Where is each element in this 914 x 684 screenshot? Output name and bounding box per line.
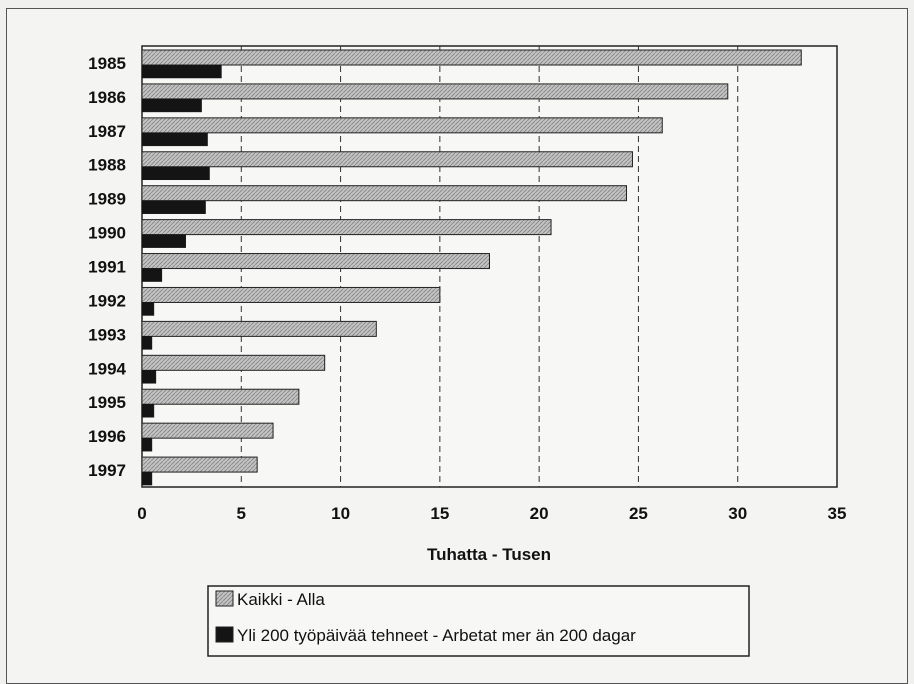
y-tick-1989: 1989	[88, 190, 126, 209]
x-tick-5: 5	[237, 504, 246, 523]
bar-kaikki-1994	[141, 354, 326, 371]
bar-yli-200-1997	[141, 471, 153, 486]
y-tick-1996: 1996	[88, 427, 126, 446]
y-tick-1985: 1985	[88, 54, 126, 73]
bar-yli-200-1993	[141, 336, 153, 350]
bars	[141, 49, 802, 486]
chart-figure: 1985 1986 1987 1988 1989 1990 1991 1992 1993 1994…	[6, 8, 908, 684]
y-tick-1992: 1992	[88, 291, 126, 310]
x-tick-20: 20	[530, 504, 549, 523]
bar-yli-200-1986	[141, 98, 202, 113]
x-tick-0: 0	[137, 504, 146, 523]
x-tick-35: 35	[828, 504, 847, 523]
legend-label-yli-200: Yli 200 työpäivää tehneet - Arbetat mer …	[237, 626, 636, 645]
bar-kaikki-1993	[141, 320, 377, 337]
legend-swatch-yli-200	[215, 626, 234, 643]
bar-kaikki-1987	[141, 117, 663, 134]
bar-kaikki-1996	[141, 422, 274, 439]
bar-chart: 1985 1986 1987 1988 1989 1990 1991 1992 1993 1994…	[88, 45, 846, 657]
bar-kaikki-1985	[141, 49, 802, 66]
x-tick-15: 15	[430, 504, 449, 523]
x-tick-30: 30	[728, 504, 747, 523]
bar-yli-200-1996	[141, 437, 153, 452]
y-tick-labels: 1985 1986 1987 1988 1989 1990 1991 1992 1993 1994…	[88, 54, 126, 480]
bar-kaikki-1988	[141, 151, 633, 168]
bar-kaikki-1995	[141, 388, 300, 405]
y-tick-1986: 1986	[88, 88, 126, 107]
bar-yli-200-1990	[141, 234, 186, 248]
x-tick-10: 10	[331, 504, 350, 523]
legend-label-kaikki: Kaikki - Alla	[237, 590, 325, 609]
bar-yli-200-1989	[141, 200, 206, 214]
y-tick-1993: 1993	[88, 325, 126, 344]
legend-swatch-kaikki	[215, 590, 234, 607]
bar-yli-200-1995	[141, 403, 155, 418]
legend-box	[207, 585, 750, 657]
bar-yli-200-1991	[141, 268, 163, 282]
bar-yli-200-1988	[141, 166, 210, 181]
bar-yli-200-1994	[141, 370, 157, 384]
bar-kaikki-1990	[141, 219, 552, 236]
y-tick-1987: 1987	[88, 122, 126, 141]
bar-yli-200-1985	[141, 64, 222, 79]
y-tick-1988: 1988	[88, 156, 126, 175]
y-tick-1990: 1990	[88, 224, 126, 243]
x-tick-labels: 0 5 10 15 20 25 30 35	[137, 504, 846, 523]
bar-kaikki-1989	[141, 185, 628, 202]
bar-kaikki-1986	[141, 83, 729, 100]
y-tick-1991: 1991	[88, 258, 126, 277]
x-tick-25: 25	[629, 504, 648, 523]
y-tick-1997: 1997	[88, 461, 126, 480]
bar-yli-200-1987	[141, 132, 208, 147]
bar-kaikki-1992	[141, 286, 441, 303]
y-tick-1994: 1994	[88, 359, 126, 378]
bar-kaikki-1997	[141, 456, 258, 473]
y-tick-1995: 1995	[88, 393, 126, 412]
bar-yli-200-1992	[141, 302, 155, 316]
legend: Kaikki - Alla Yli 200 työpäivää tehneet …	[207, 585, 750, 657]
bar-kaikki-1991	[141, 253, 490, 270]
x-axis-title: Tuhatta - Tusen	[427, 545, 551, 564]
